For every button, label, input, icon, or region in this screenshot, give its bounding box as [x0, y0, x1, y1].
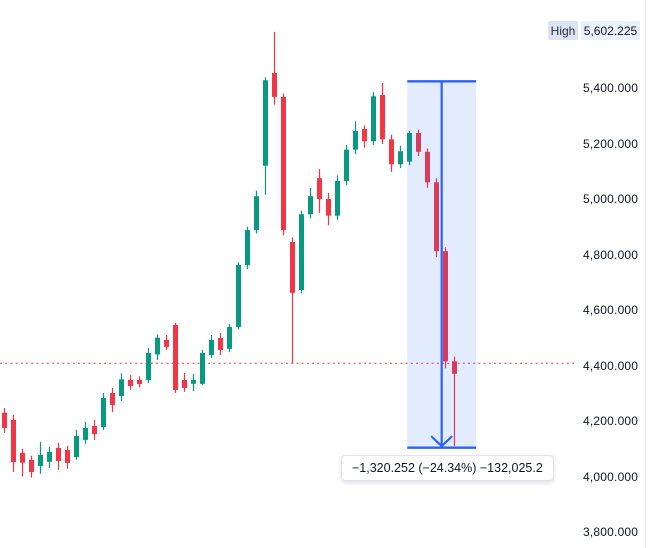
candle-body	[389, 139, 394, 165]
candle-body	[47, 451, 52, 462]
candle-body	[164, 339, 169, 347]
price-axis-label: 4,400.000	[583, 358, 639, 373]
measure-range-drawing[interactable]	[407, 80, 477, 449]
candle-body	[65, 449, 70, 463]
candle-body	[146, 353, 151, 380]
candle-body	[434, 182, 439, 252]
candle-body	[29, 459, 34, 473]
candle-body	[119, 379, 124, 397]
axis-edge-divider	[645, 0, 646, 548]
high-value-chip: 5,602.225	[581, 21, 640, 40]
candle-body	[92, 425, 97, 435]
candle-body	[371, 96, 376, 142]
candle-body	[452, 361, 457, 374]
candle-body	[308, 196, 313, 215]
price-axis-label: 5,200.000	[583, 136, 639, 151]
candle-body	[263, 80, 268, 166]
candle-body	[335, 180, 340, 216]
price-axis-label: 3,800.000	[583, 525, 639, 539]
high-label-text: High	[550, 23, 576, 38]
price-axis-label: 4,000.000	[583, 469, 639, 484]
candle-body	[173, 324, 178, 390]
measure-tooltip-text: −1,320.252 (−24.34%) −132,025.2	[352, 461, 543, 475]
candle-body	[317, 178, 322, 199]
price-axis-label: 5,400.000	[583, 81, 639, 95]
candle-body	[56, 447, 61, 461]
candle-body	[128, 379, 133, 387]
candle-body	[443, 251, 448, 362]
candle-body	[299, 214, 304, 291]
candle-body	[11, 419, 16, 463]
candle-body	[254, 196, 259, 231]
candle-body	[407, 132, 412, 162]
candle-body	[200, 353, 205, 384]
candle-body	[362, 129, 367, 142]
measure-tooltip: −1,320.252 (−24.34%) −132,025.2	[341, 455, 554, 481]
candle-body	[182, 379, 187, 388]
candle-body	[218, 338, 223, 350]
candle-body	[2, 412, 7, 428]
candle-body	[272, 73, 277, 97]
candle-body	[425, 151, 430, 183]
price-axis-label: 4,200.000	[583, 414, 639, 428]
candle-body	[101, 397, 106, 428]
candle-body	[20, 452, 25, 463]
candle-body	[416, 132, 421, 152]
candle-body	[326, 199, 331, 216]
price-axis-label: 4,800.000	[583, 247, 639, 262]
candle-body	[155, 337, 160, 355]
candle-body	[353, 131, 358, 150]
candle-body	[281, 96, 286, 231]
candle-body	[110, 392, 115, 405]
candle-body	[74, 435, 79, 458]
candle-body	[38, 454, 43, 466]
candle-body	[137, 379, 142, 385]
high-label-chip: High	[548, 21, 578, 40]
candle-body	[209, 339, 214, 355]
candle-body	[344, 149, 349, 181]
candle-body	[398, 151, 403, 165]
price-axis-label: 4,600.000	[583, 303, 639, 317]
candle-body	[245, 230, 250, 266]
price-axis-label: 5,000.000	[583, 192, 639, 206]
candle-body	[227, 326, 232, 349]
high-value-text: 5,602.225	[583, 23, 638, 38]
candle-body	[236, 265, 241, 327]
candle-body	[380, 94, 385, 140]
candle-body	[83, 427, 88, 440]
measure-arrowhead-icon	[430, 435, 453, 448]
candle-body	[290, 242, 295, 293]
candle-body	[191, 379, 196, 384]
